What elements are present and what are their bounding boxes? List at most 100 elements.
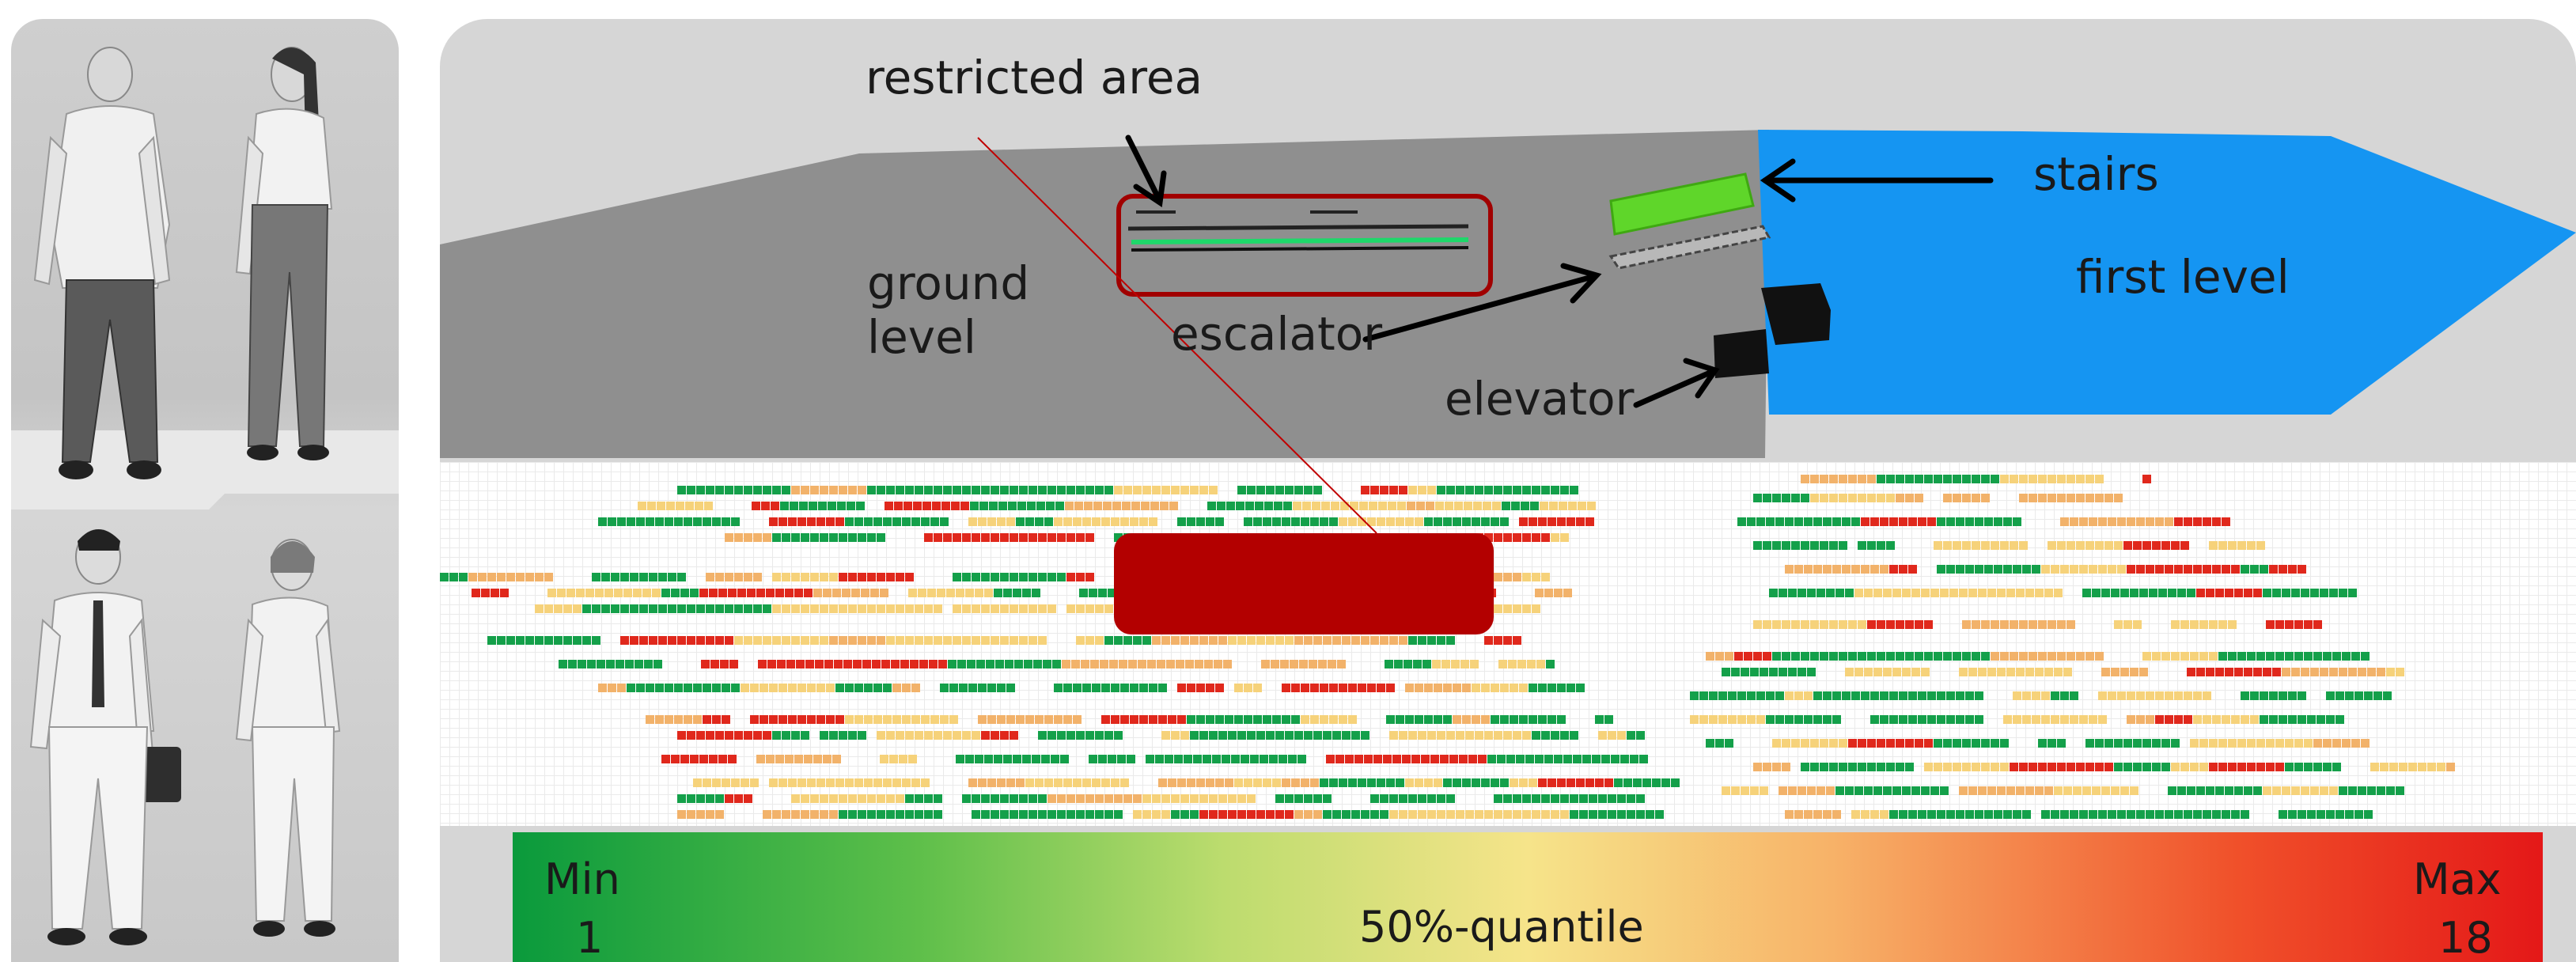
heatmap-cell: [2335, 691, 2344, 700]
heatmap-cell: [763, 636, 771, 645]
stairs-label: stairs: [2033, 147, 2159, 201]
heatmap-cell: [1203, 755, 1211, 763]
heatmap-cell: [1114, 731, 1123, 740]
heatmap-cell: [1731, 786, 1740, 795]
heatmap-cell: [2089, 810, 2097, 819]
heatmap-cell: [2320, 668, 2328, 676]
heatmap-cell: [2089, 565, 2097, 574]
heatmap-cell: [1405, 715, 1414, 724]
heatmap-cell: [1915, 475, 1923, 483]
heatmap-cell: [2010, 475, 2018, 483]
heatmap-cell: [1801, 739, 1809, 748]
heatmap-cell: [1038, 636, 1047, 645]
heatmap-cell: [2203, 810, 2211, 819]
heatmap-cell: [1228, 731, 1237, 740]
heatmap-cell: [1794, 810, 1803, 819]
heatmap-cell: [1854, 786, 1863, 795]
heatmap-cell: [1348, 778, 1357, 787]
heatmap-cell: [1313, 636, 1322, 645]
heatmap-cell: [1299, 660, 1308, 668]
heatmap-cell: [1500, 517, 1509, 526]
heatmap-cell: [1503, 794, 1512, 803]
heatmap-cell: [1589, 794, 1597, 803]
heatmap-cell: [1527, 660, 1536, 668]
heatmap-cell: [2383, 691, 2392, 700]
heatmap-cell: [2057, 763, 2066, 771]
heatmap-cell: [1747, 715, 1756, 724]
heatmap-cell: [1117, 755, 1126, 763]
heatmap-cell: [823, 755, 832, 763]
heatmap-cell: [1006, 517, 1015, 526]
heatmap-cell: [962, 636, 971, 645]
heatmap-cell: [2032, 691, 2040, 700]
heatmap-cell: [1253, 517, 1262, 526]
heatmap-cell: [2060, 691, 2069, 700]
heatmap-cell: [1108, 755, 1116, 763]
heatmap-cell: [1899, 810, 1907, 819]
heatmap-cell: [1462, 715, 1471, 724]
heatmap-cell: [1090, 660, 1099, 668]
escalator-label: escalator: [1171, 307, 1383, 361]
heatmap-cell: [772, 533, 781, 542]
heatmap-cell: [794, 755, 803, 763]
heatmap-cell: [1937, 715, 1945, 724]
heatmap-cell: [1139, 715, 1148, 724]
heatmap-cell: [1405, 778, 1414, 787]
heatmap-cell: [778, 715, 787, 724]
heatmap-cell: [2136, 810, 2145, 819]
heatmap-cell: [1370, 794, 1379, 803]
heatmap-cell: [1782, 652, 1790, 661]
heatmap-cell: [1510, 684, 1518, 692]
heatmap-cell: [2155, 517, 2164, 526]
heatmap-cell: [696, 731, 705, 740]
heatmap-cell: [2098, 517, 2107, 526]
heatmap-cell: [816, 517, 825, 526]
heatmap-cell: [801, 573, 809, 581]
heatmap-cell: [2256, 763, 2265, 771]
heatmap-cell: [2133, 739, 2142, 748]
heatmap-cell: [2174, 810, 2183, 819]
heatmap-cell: [864, 778, 873, 787]
heatmap-cell: [1443, 715, 1452, 724]
heatmap-cell: [1794, 691, 1803, 700]
heatmap-cell: [576, 589, 585, 597]
heatmap-cell: [2048, 763, 2056, 771]
heatmap-cell: [1399, 794, 1407, 803]
heatmap-cell: [2253, 589, 2262, 597]
heatmap-cell: [1358, 517, 1366, 526]
heatmap-cell: [1924, 739, 1933, 748]
heatmap-cell: [934, 486, 942, 494]
heatmap-cell: [1892, 786, 1901, 795]
heatmap-cell: [2263, 786, 2271, 795]
heatmap-cell: [1671, 778, 1680, 787]
heatmap-cell: [1104, 731, 1113, 740]
heatmap-cell: [807, 684, 816, 692]
heatmap-cell: [2408, 763, 2417, 771]
heatmap-cell: [858, 486, 866, 494]
heatmap-cell: [1513, 533, 1521, 542]
heatmap-cell: [1839, 494, 1847, 502]
heatmap-cell: [653, 660, 662, 668]
heatmap-cell: [1085, 573, 1094, 581]
heatmap-cell: [839, 533, 847, 542]
heatmap-cell: [1285, 636, 1294, 645]
heatmap-cell: [1112, 502, 1121, 510]
heatmap-cell: [1294, 794, 1303, 803]
heatmap-cell: [1965, 691, 1974, 700]
heatmap-cell: [1149, 715, 1157, 724]
heatmap-cell: [1468, 755, 1477, 763]
heatmap-cell: [2348, 786, 2357, 795]
heatmap-cell: [1010, 636, 1018, 645]
heatmap-cell: [592, 573, 600, 581]
heatmap-cell: [1005, 660, 1013, 668]
heatmap-cell: [1760, 786, 1768, 795]
heatmap-cell: [2165, 810, 2173, 819]
heatmap-cell: [2041, 565, 2050, 574]
heatmap-cell: [2098, 691, 2107, 700]
heatmap-cell: [835, 715, 844, 724]
heatmap-cell: [1785, 517, 1794, 526]
heatmap-cell: [760, 684, 768, 692]
heatmap-cell: [975, 589, 983, 597]
heatmap-cell: [1310, 778, 1319, 787]
first-level-label: first level: [2076, 250, 2290, 304]
